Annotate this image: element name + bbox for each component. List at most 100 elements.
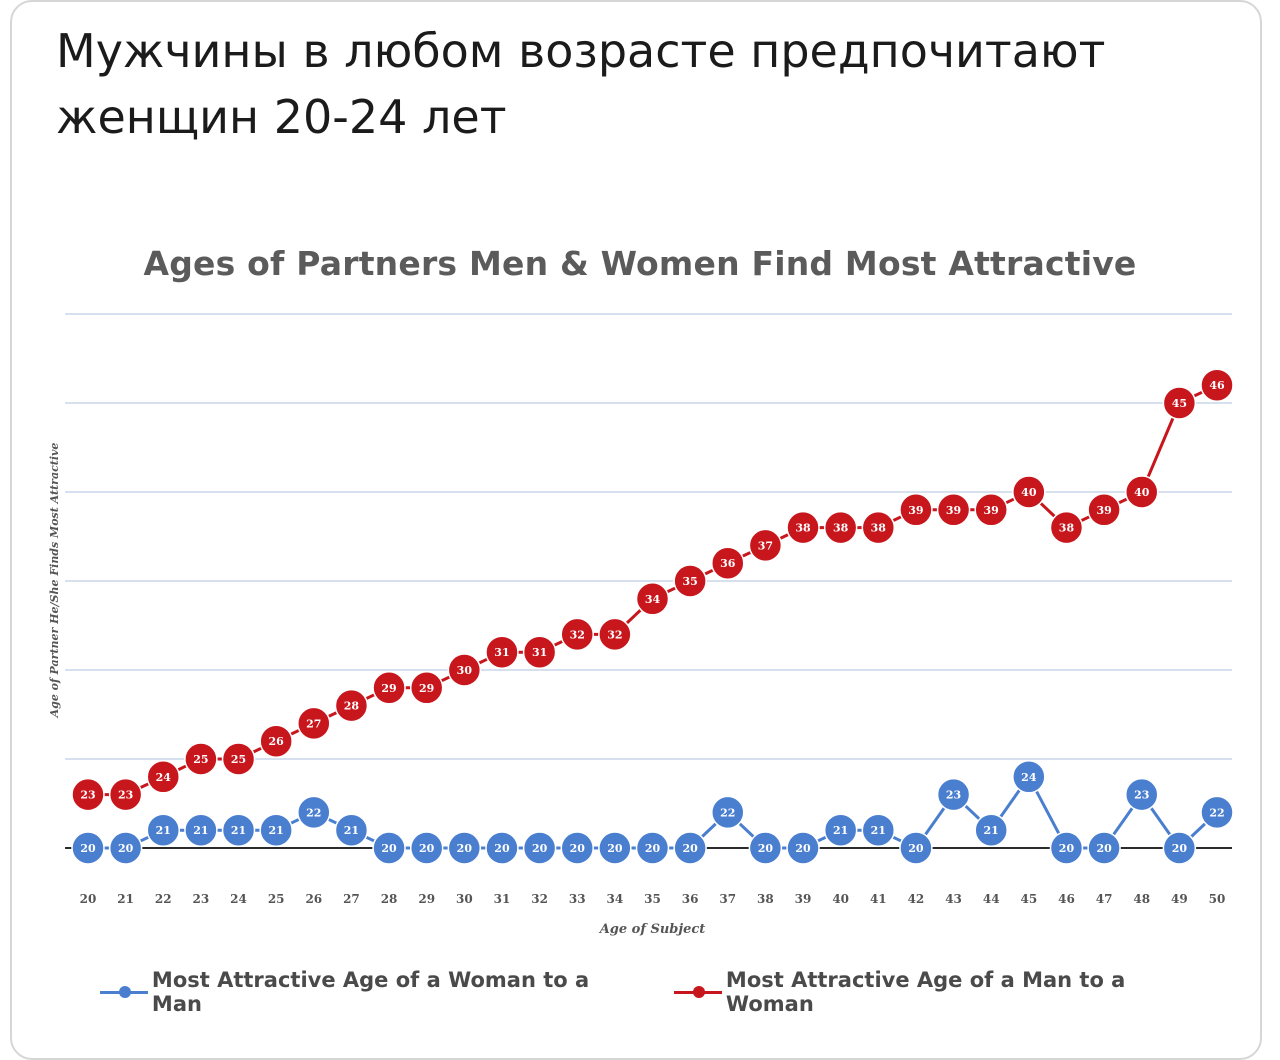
data-point [635,831,670,865]
x-tick-label: 41 [870,892,887,906]
post-title: Мужчины в любом возрасте предпочитают же… [56,24,1106,144]
x-tick-label: 22 [155,892,172,906]
data-point [1124,475,1159,509]
data-point [146,813,181,847]
data-label: 46 [1209,379,1225,392]
data-point [372,831,406,865]
data-label: 32 [607,628,622,641]
x-tick-label: 43 [945,892,962,906]
data-label: 21 [156,824,171,837]
data-point [560,617,594,652]
x-tick-label: 40 [832,892,849,906]
data-label: 20 [419,842,435,855]
data-label: 31 [494,646,509,659]
legend-item-men: Most Attractive Age of a Man to a Woman [674,968,1200,1016]
legend-item-women: Most Attractive Age of a Woman to a Man [100,968,626,1016]
data-point [1087,493,1121,527]
data-point [861,510,896,545]
x-tick-label: 42 [908,892,925,906]
data-point [974,813,1008,847]
x-tick-label: 35 [644,892,661,906]
data-point [1200,795,1234,830]
data-label: 29 [381,682,396,695]
x-tick-label: 29 [418,892,435,906]
data-label: 26 [269,735,285,748]
data-point [259,813,293,847]
data-point [786,831,820,865]
data-label: 25 [193,753,208,766]
data-point [560,831,594,865]
x-tick-label: 36 [682,892,699,906]
data-label: 20 [1096,842,1112,855]
data-label: 20 [381,842,397,855]
x-tick-label: 44 [983,892,1000,906]
data-label: 23 [118,789,133,802]
x-tick-label: 27 [343,892,360,906]
x-tick-label: 47 [1096,892,1113,906]
data-label: 34 [645,593,661,606]
data-point [1162,386,1197,420]
data-label: 24 [1021,771,1037,784]
x-tick-label: 28 [381,892,398,906]
x-tick-label: 26 [305,892,322,906]
x-tick-label: 25 [268,892,285,906]
data-point [71,831,105,865]
x-tick-label: 23 [193,892,210,906]
data-point [221,813,256,847]
data-point [522,635,557,669]
data-label: 38 [1059,522,1075,535]
data-label: 39 [984,504,999,517]
data-label: 21 [984,824,999,837]
data-point [673,831,707,865]
data-point [259,724,293,758]
data-label: 21 [871,824,886,837]
data-label: 20 [1059,842,1075,855]
data-point [974,493,1008,527]
data-point [598,617,632,652]
data-label: 29 [419,682,434,695]
x-tick-label: 33 [569,892,586,906]
data-point [1087,831,1121,865]
data-point [748,528,783,563]
data-label: 20 [532,842,548,855]
data-label: 38 [833,522,849,535]
data-point [673,564,707,598]
x-tick-label: 38 [757,892,774,906]
data-label: 20 [795,842,811,855]
data-point [409,831,444,865]
data-label: 21 [833,824,848,837]
data-label: 35 [682,575,697,588]
data-point [861,813,896,847]
data-point [711,546,745,580]
x-tick-label: 24 [230,892,247,906]
data-point [899,493,933,527]
data-point [1200,368,1234,402]
data-point [447,831,482,865]
data-point [598,831,632,865]
legend-label-men: Most Attractive Age of a Man to a Woman [725,968,1126,1016]
x-tick-label: 46 [1058,892,1075,906]
data-point [936,493,971,527]
y-axis-label: Age of Partner He/She Finds Most Attract… [48,443,61,719]
data-label: 28 [344,700,360,713]
data-point [409,671,444,705]
x-tick-label: 45 [1020,892,1037,906]
data-label: 32 [570,628,585,641]
x-tick-label: 50 [1209,892,1226,906]
x-tick-label: 37 [719,892,736,906]
data-point [485,635,519,669]
data-label: 20 [80,842,96,855]
data-point [1012,760,1046,794]
data-label: 21 [193,824,208,837]
data-point [297,795,331,830]
data-point [786,510,820,545]
data-point [485,831,519,865]
data-point [334,813,369,847]
data-label: 21 [269,824,284,837]
data-label: 40 [1134,486,1150,499]
legend-swatch-red [674,985,722,999]
data-label: 38 [795,522,811,535]
x-tick-label: 49 [1171,892,1188,906]
data-point [711,795,745,830]
data-point [447,653,482,687]
